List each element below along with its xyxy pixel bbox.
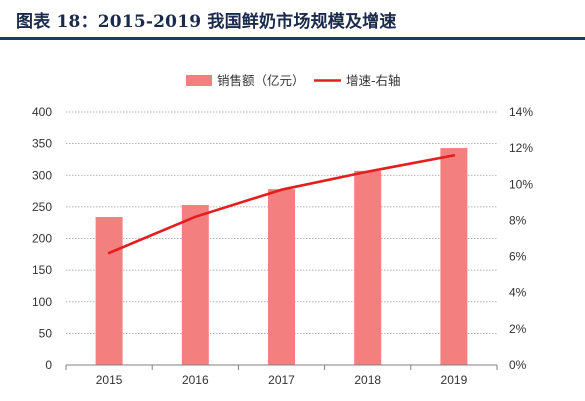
y-left-tick-label: 0: [45, 358, 52, 372]
chart: 0 50 100 150 200 250 300 350 400 0% 2% 4% 6% 8% 10% 12…: [32, 73, 533, 387]
y-right-tick-label: 12%: [509, 141, 533, 155]
chart-title: 图表 18：2015-2019 我国鲜奶市场规模及增速: [16, 12, 397, 32]
y-right-tick-label: 14%: [509, 105, 533, 119]
legend: 销售额（亿元） 增速-右轴: [186, 73, 401, 88]
y-left-tick-label: 300: [32, 168, 52, 182]
y-axis-right: 0% 2% 4% 6% 8% 10% 12% 14%: [509, 105, 533, 372]
y-left-tick-label: 50: [39, 326, 53, 340]
bar-2019: [440, 148, 468, 365]
legend-label-line: 增速-右轴: [346, 73, 401, 88]
x-tick-label: 2018: [354, 373, 381, 387]
y-right-tick-label: 0%: [509, 358, 527, 372]
y-left-tick-label: 350: [32, 137, 52, 151]
title-underline: [0, 37, 585, 40]
y-right-tick-label: 2%: [509, 322, 527, 336]
y-right-tick-label: 6%: [509, 250, 527, 264]
bar-2018: [354, 170, 382, 365]
bar-2017: [268, 189, 295, 365]
y-left-tick-label: 100: [32, 295, 52, 309]
bars: [95, 148, 468, 365]
y-right-tick-label: 4%: [509, 286, 527, 300]
bar-2016: [181, 204, 209, 365]
bar-2015: [95, 216, 123, 365]
growth-line-path: [107, 154, 456, 255]
y-right-tick-label: 8%: [509, 213, 527, 227]
x-tick-label: 2015: [96, 373, 123, 387]
legend-label-bar: 销售额（亿元）: [217, 73, 305, 88]
y-left-tick-label: 250: [32, 200, 52, 214]
growth-line: [107, 154, 456, 255]
y-left-tick-label: 150: [32, 263, 52, 277]
y-axis-left: 0 50 100 150 200 250 300 350 400: [32, 105, 52, 372]
x-tick-label: 2019: [441, 373, 468, 387]
title-bar: 图表 18：2015-2019 我国鲜奶市场规模及增速: [0, 0, 585, 40]
x-axis: 2015 2016 2017 2018 2019: [65, 364, 498, 387]
x-tick-label: 2016: [182, 373, 209, 387]
x-tick-label: 2017: [268, 373, 295, 387]
y-left-tick-label: 400: [32, 105, 52, 119]
legend-swatch-bar: [186, 75, 212, 86]
y-left-tick-label: 200: [32, 232, 52, 246]
y-right-tick-label: 10%: [509, 177, 533, 191]
